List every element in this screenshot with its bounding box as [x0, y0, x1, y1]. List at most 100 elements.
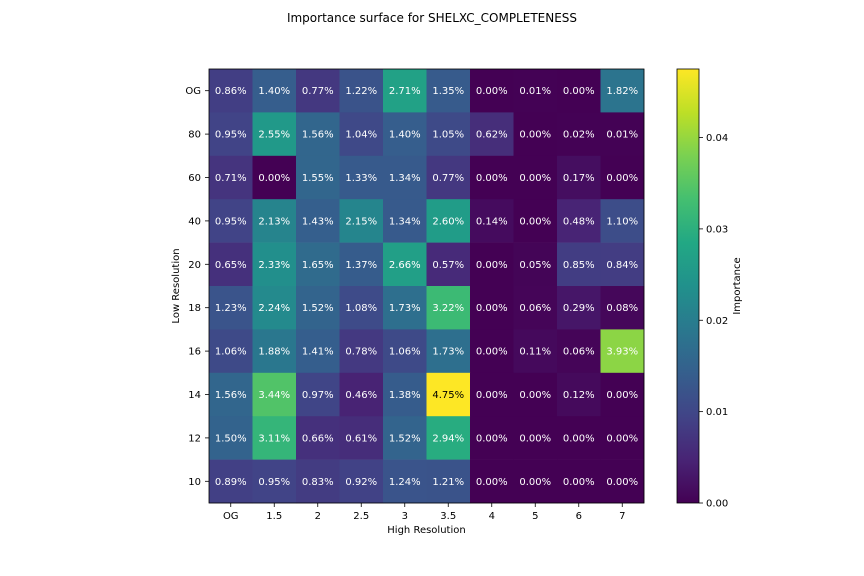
cell-value-label: 0.92% — [345, 477, 377, 488]
heatmap-cell — [209, 155, 253, 200]
heatmap-cell — [296, 69, 340, 113]
colorbar-tick-label: 0.01 — [706, 407, 728, 418]
cell-value-label: 0.00% — [519, 433, 551, 444]
heatmap-cell — [600, 112, 645, 157]
cell-value-label: 0.02% — [563, 130, 595, 141]
y-tick-label: 14 — [188, 390, 201, 401]
heatmap-cell — [600, 199, 645, 243]
heatmap-cell — [470, 286, 514, 330]
heatmap-cell — [470, 155, 514, 200]
cell-value-label: 1.38% — [389, 390, 421, 401]
heatmap-cell — [252, 199, 297, 243]
heatmap-frame — [208, 68, 645, 504]
heatmap-cell — [339, 112, 384, 157]
heatmap-cell — [339, 286, 384, 330]
cell-value-label: 1.43% — [302, 216, 334, 227]
cell-value-label: 0.84% — [606, 260, 638, 271]
colorbar-tick-label: 0.00 — [706, 499, 728, 510]
heatmap-cell — [557, 329, 601, 374]
heatmap-cell — [339, 459, 384, 504]
y-tick-label: 16 — [188, 347, 201, 358]
cell-value-label: 0.00% — [606, 477, 638, 488]
cell-value-label: 0.00% — [476, 303, 508, 314]
x-tick-label: 3 — [402, 511, 408, 522]
cell-value-label: 0.97% — [302, 390, 334, 401]
x-tick-label: 7 — [619, 511, 625, 522]
heatmap-cell — [513, 329, 558, 374]
heatmap-cell — [296, 155, 340, 200]
cell-value-label: 2.55% — [258, 130, 290, 141]
cell-value-label: 2.60% — [432, 216, 464, 227]
heatmap-cell — [383, 286, 427, 330]
cell-value-label: 1.73% — [432, 347, 464, 358]
y-tick-label: 60 — [188, 173, 201, 184]
cell-value-label: 0.00% — [563, 433, 595, 444]
cell-value-label: 0.00% — [519, 130, 551, 141]
heatmap-cell — [209, 69, 253, 113]
heatmap-cell — [470, 416, 514, 460]
cell-value-label: 0.00% — [258, 173, 290, 184]
y-tick-label: OG — [185, 86, 201, 97]
heatmap-cell — [557, 416, 601, 460]
heatmap-cell — [339, 199, 384, 243]
heatmap-cell — [383, 459, 427, 504]
colorbar-tick-label: 0.02 — [706, 316, 728, 327]
heatmap-cell — [557, 372, 601, 417]
cell-value-label: 0.95% — [258, 477, 290, 488]
heatmap-cell — [513, 155, 558, 200]
heatmap-cell — [426, 69, 471, 113]
cell-value-label: 2.94% — [432, 433, 464, 444]
heatmap-cell — [470, 69, 514, 113]
heatmap-cell — [600, 286, 645, 330]
cell-value-label: 2.66% — [389, 260, 421, 271]
x-tick-label: 3.5 — [440, 511, 456, 522]
heatmap-cell — [339, 242, 384, 287]
cell-value-label: 0.00% — [606, 173, 638, 184]
cell-value-label: 3.93% — [606, 347, 638, 358]
cell-value-label: 1.41% — [302, 347, 334, 358]
heatmap-cell — [296, 242, 340, 287]
heatmap-cell — [470, 242, 514, 287]
x-tick-label: 1.5 — [266, 511, 282, 522]
y-axis-label: Low Resolution — [171, 248, 182, 323]
heatmap-cell — [557, 242, 601, 287]
heatmap-cell — [209, 416, 253, 460]
heatmap-cell — [557, 199, 601, 243]
cell-value-label: 0.62% — [476, 130, 508, 141]
heatmap-cell — [557, 112, 601, 157]
cell-value-label: 0.11% — [519, 347, 551, 358]
heatmap-cell — [383, 329, 427, 374]
colorbar-ticks: 0.00 0.01 0.02 0.03 0.04 — [699, 133, 728, 510]
heatmap-cell — [383, 69, 427, 113]
x-tick-label: 2.5 — [353, 511, 369, 522]
cell-value-label: 0.77% — [302, 86, 334, 97]
cell-value-label: 3.22% — [432, 303, 464, 314]
heatmap-cell — [600, 459, 645, 504]
cell-value-label: 1.55% — [302, 173, 334, 184]
heatmap-cell — [513, 372, 558, 417]
y-tick-label: 10 — [188, 477, 201, 488]
cell-value-label: 0.17% — [563, 173, 595, 184]
x-tick-label: OG — [223, 511, 239, 522]
cell-value-label: 1.52% — [389, 433, 421, 444]
cell-value-label: 0.57% — [432, 260, 464, 271]
cell-value-label: 0.00% — [519, 216, 551, 227]
heatmap-cell — [296, 199, 340, 243]
cell-value-label: 0.29% — [563, 303, 595, 314]
cell-value-label: 2.24% — [258, 303, 290, 314]
heatmap-cells — [209, 69, 645, 504]
heatmap-cell — [426, 329, 471, 374]
heatmap-cell — [426, 286, 471, 330]
cell-value-label: 1.33% — [345, 173, 377, 184]
heatmap-cell — [209, 459, 253, 504]
heatmap-cell — [557, 69, 601, 113]
cell-value-label: 0.61% — [345, 433, 377, 444]
x-tick-label: 2 — [315, 511, 321, 522]
heatmap-cell — [426, 242, 471, 287]
heatmap-cell — [383, 199, 427, 243]
cell-value-label: 0.00% — [519, 173, 551, 184]
heatmap-cell — [600, 69, 645, 113]
cell-value-label: 1.35% — [432, 86, 464, 97]
heatmap-cell — [470, 112, 514, 157]
